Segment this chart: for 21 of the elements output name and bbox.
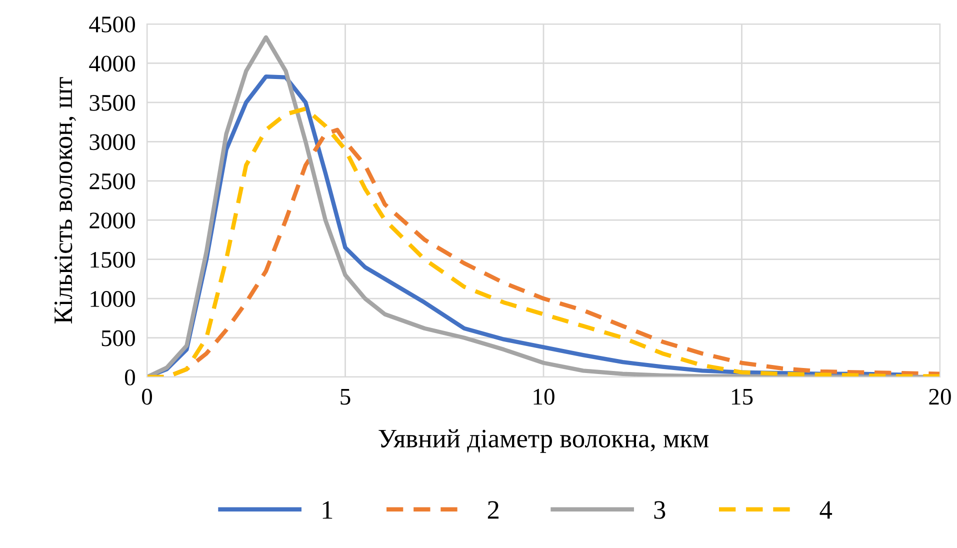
x-tick-label: 10 [534,388,554,405]
y-tick-label: 1000 [90,291,135,307]
y-axis-title: Кількість волокон, шт [54,77,76,324]
y-tick-label: 500 [102,330,135,346]
x-tick-label: 20 [929,388,951,405]
y-tick-label: 4500 [89,16,135,32]
legend-label: 2 [488,501,499,519]
y-tick-label: 2000 [90,212,135,229]
y-tick-label: 3000 [90,134,135,150]
y-tick-label: 1500 [90,252,135,268]
legend-label: 3 [654,501,666,519]
y-tick-label: 0 [124,369,135,386]
x-axis-title: Уявний діаметр волокна, мкм [378,429,709,453]
x-tick-label: 15 [732,388,753,405]
legend-label: 4 [820,501,832,519]
y-tick-label: 3500 [90,94,135,111]
x-tick-label: 5 [340,389,350,405]
x-tick-label: 0 [142,388,152,405]
y-tick-label: 4000 [89,56,135,72]
y-tick-label: 2500 [90,173,135,190]
legend-label: 1 [322,501,332,519]
